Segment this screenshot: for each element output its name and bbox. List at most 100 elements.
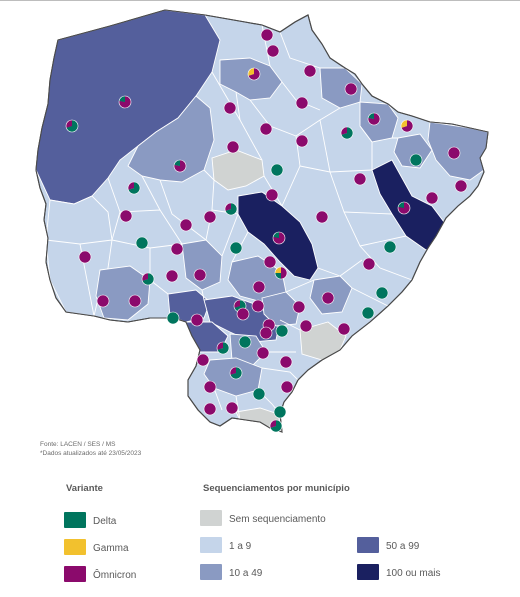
legend-swatch-100-plus xyxy=(357,564,379,580)
pie-slice xyxy=(166,311,180,325)
pie-slice xyxy=(252,280,266,294)
pie-outline xyxy=(118,95,132,109)
legend-label-delta: Delta xyxy=(93,516,117,527)
variant-pie xyxy=(260,28,274,42)
variant-pie xyxy=(236,307,250,321)
source-line: Fonte: LACEN / SES / MS xyxy=(40,441,116,448)
variant-pie xyxy=(266,44,280,58)
pie-slice xyxy=(265,188,279,202)
variant-pie xyxy=(340,126,354,140)
variant-pie xyxy=(170,242,184,256)
variant-pie xyxy=(265,188,279,202)
variant-pie xyxy=(315,210,329,224)
pie-slice xyxy=(447,146,461,160)
pie-outline xyxy=(216,341,230,355)
pie-slice xyxy=(128,182,140,195)
variant-pie xyxy=(272,231,286,245)
variant-pie xyxy=(299,319,313,333)
pie-slice xyxy=(141,273,148,281)
pie-slice xyxy=(248,68,254,76)
variant-pie xyxy=(119,209,133,223)
variant-pie xyxy=(78,250,92,264)
pie-slice xyxy=(275,324,289,338)
pie-slice xyxy=(225,203,231,211)
variant-pie xyxy=(128,294,142,308)
pie-slice xyxy=(270,163,284,177)
variant-pie xyxy=(259,122,273,136)
pie-slice xyxy=(375,286,389,300)
variant-pie xyxy=(337,322,351,336)
variant-pie xyxy=(141,272,155,286)
variant-pie xyxy=(280,380,294,394)
pie-outline xyxy=(274,266,288,280)
pie-slice xyxy=(135,236,149,250)
variant-pie xyxy=(173,159,187,173)
pie-slice xyxy=(401,120,413,132)
variant-pie xyxy=(275,324,289,338)
pie-outline xyxy=(224,202,238,216)
pie-slice xyxy=(454,179,468,193)
pie-outline xyxy=(141,272,155,286)
pie-slice xyxy=(266,44,280,58)
pie-slice xyxy=(225,203,237,216)
pie-outline xyxy=(400,119,414,133)
pie-slice xyxy=(299,319,313,333)
pie-slice xyxy=(119,96,131,108)
pie-slice xyxy=(303,64,317,78)
pie-outline xyxy=(65,119,79,133)
pie-slice xyxy=(292,300,306,314)
variant-pie xyxy=(367,112,381,126)
variant-pie xyxy=(256,346,270,360)
region-northeast-c xyxy=(393,133,433,169)
legend-label-50-99: 50 a 99 xyxy=(386,541,420,552)
pie-slice xyxy=(203,402,217,416)
pie-slice xyxy=(128,294,142,308)
pie-slice xyxy=(398,202,404,208)
pie-slice xyxy=(409,153,423,167)
pie-outline xyxy=(173,159,187,173)
variant-pie xyxy=(362,257,376,271)
legend-label-none: Sem sequenciamento xyxy=(229,514,326,525)
pie-slice xyxy=(252,387,266,401)
pie-outline xyxy=(269,419,283,433)
legend-seq-title: Sequenciamentos por município xyxy=(203,483,350,494)
pie-slice xyxy=(229,241,243,255)
legend-label-1-9: 1 a 9 xyxy=(229,541,252,552)
pie-slice xyxy=(66,120,79,132)
variant-pie xyxy=(196,353,210,367)
pie-slice xyxy=(203,210,217,224)
pie-slice xyxy=(400,120,407,128)
variant-pie xyxy=(229,366,243,380)
update-date-line: *Dados atualizados até 23/05/2023 xyxy=(40,450,142,457)
pie-slice xyxy=(362,257,376,271)
pie-slice xyxy=(217,342,223,350)
variant-pie xyxy=(251,299,265,313)
pie-slice xyxy=(273,231,279,238)
legend-variant-title: Variante xyxy=(66,483,103,494)
variant-pie xyxy=(203,380,217,394)
variant-pie xyxy=(216,341,230,355)
pie-slice xyxy=(165,269,179,283)
choropleth-map xyxy=(35,9,489,433)
pie-slice xyxy=(361,306,375,320)
pie-outline xyxy=(397,201,411,215)
pie-slice xyxy=(275,267,281,273)
variant-pie xyxy=(252,387,266,401)
pie-slice xyxy=(321,291,335,305)
pie-slice xyxy=(234,300,240,308)
pie-outline xyxy=(340,126,354,140)
variant-pie xyxy=(303,64,317,78)
pie-slice xyxy=(238,335,252,349)
pie-slice xyxy=(66,120,72,128)
pie-slice xyxy=(119,96,125,102)
variant-pie xyxy=(397,201,411,215)
variant-pie xyxy=(269,419,283,433)
variant-pie xyxy=(274,266,288,280)
source-note: Fonte: LACEN / SES / MS *Dados atualizad… xyxy=(40,440,141,458)
legend-swatch-none xyxy=(200,510,222,526)
pie-slice xyxy=(119,209,133,223)
pie-slice xyxy=(425,191,439,205)
pie-slice xyxy=(368,113,374,119)
variant-pie xyxy=(353,172,367,186)
pie-slice xyxy=(353,172,367,186)
